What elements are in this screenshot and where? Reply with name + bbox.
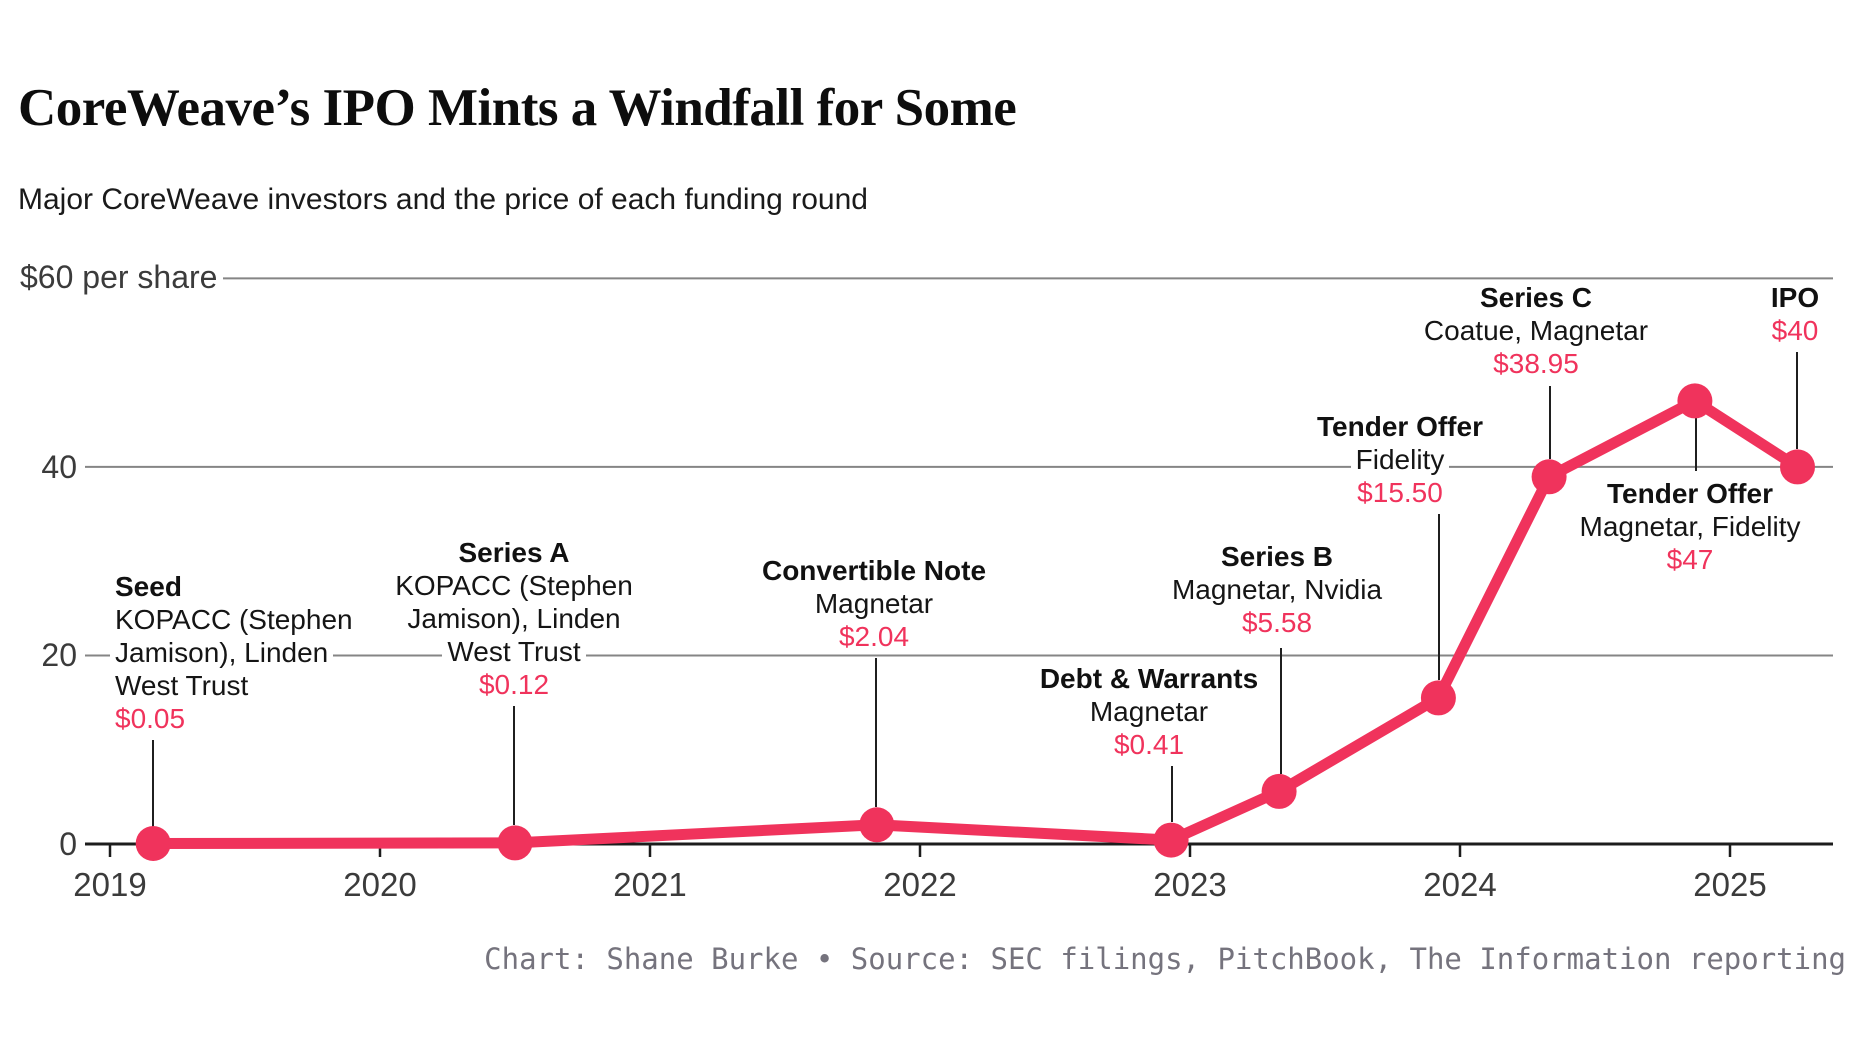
investor-names: Magnetar <box>809 587 939 620</box>
annotation: Tender Offer Fidelity $15.50 <box>1230 410 1570 509</box>
investor-names: Magnetar <box>1084 695 1214 728</box>
x-tick-label: 2023 <box>1153 866 1227 903</box>
data-point <box>1531 459 1567 495</box>
price-label: $0.12 <box>473 668 555 701</box>
round-name: Series C <box>1474 281 1598 314</box>
investor-names: Magnetar, Nvidia <box>1166 573 1388 606</box>
annotation: Series C Coatue, Magnetar $38.95 <box>1366 281 1706 380</box>
data-point <box>1153 822 1189 858</box>
price-label-line: $47 <box>1520 543 1860 576</box>
round-name-line: Tender Offer <box>1230 410 1570 443</box>
round-name: Tender Offer <box>1602 477 1778 510</box>
price-label: $38.95 <box>1488 347 1584 380</box>
investor-names: KOPACC (Stephen <box>110 603 358 636</box>
price-label-line: $0.05 <box>110 702 370 735</box>
investor-names-line: Coatue, Magnetar <box>1366 314 1706 347</box>
data-point <box>135 826 171 861</box>
y-tick-label: 40 <box>17 447 77 486</box>
investor-names: KOPACC (Stephen <box>390 569 638 602</box>
round-name-line: Seed <box>110 570 370 603</box>
round-name: Debt & Warrants <box>1034 662 1264 695</box>
investor-names: Magnetar, Fidelity <box>1574 510 1806 543</box>
price-label-line: $38.95 <box>1366 347 1706 380</box>
round-name: Series A <box>453 536 575 569</box>
price-label: $47 <box>1661 543 1719 576</box>
price-label: $5.58 <box>1236 606 1318 639</box>
price-label-line: $0.12 <box>344 668 684 701</box>
annotation: IPO $40 <box>1625 281 1860 347</box>
price-label: $15.50 <box>1352 476 1448 509</box>
annotation: Convertible Note Magnetar $2.04 <box>704 554 1044 653</box>
investor-names-line: Magnetar, Fidelity <box>1520 510 1860 543</box>
data-point <box>1261 773 1297 809</box>
x-tick-label: 2025 <box>1693 866 1767 903</box>
data-point <box>1420 680 1456 716</box>
round-name: IPO <box>1765 281 1825 314</box>
round-name: Seed <box>110 570 187 603</box>
x-tick-label: 2024 <box>1423 866 1497 903</box>
investor-names-line: West Trust <box>344 635 684 668</box>
annotation: Seed KOPACC (Stephen Jamison), Linden West … <box>110 570 370 735</box>
investor-names: Fidelity <box>1350 443 1450 476</box>
y-tick-label: 20 <box>17 636 77 675</box>
data-point <box>1677 383 1713 419</box>
round-name-line: IPO <box>1625 281 1860 314</box>
x-tick-label: 2021 <box>613 866 687 903</box>
round-name-line: Series A <box>344 536 684 569</box>
investor-names-line: Magnetar <box>704 587 1044 620</box>
price-label: $40 <box>1766 314 1824 347</box>
investor-names: West Trust <box>442 635 586 668</box>
caption: Chart: Shane Burke • Source: SEC filings… <box>484 942 1846 976</box>
investor-names-line: Magnetar, Nvidia <box>1107 573 1447 606</box>
price-label-line: $2.04 <box>704 620 1044 653</box>
annotation: Tender Offer Magnetar, Fidelity $47 <box>1520 477 1860 576</box>
investor-names-line: Jamison), Linden <box>344 602 684 635</box>
x-tick-label: 2020 <box>343 866 417 903</box>
round-name-line: Series B <box>1107 540 1447 573</box>
price-label: $0.05 <box>110 702 191 735</box>
price-label-line: $0.41 <box>979 728 1319 761</box>
investor-names: Coatue, Magnetar <box>1418 314 1654 347</box>
price-label: $2.04 <box>833 620 915 653</box>
price-label-line: $5.58 <box>1107 606 1447 639</box>
round-name-line: Series C <box>1366 281 1706 314</box>
investor-names: West Trust <box>110 669 254 702</box>
chart-subtitle: Major CoreWeave investors and the price … <box>18 183 868 216</box>
investor-names-line: West Trust <box>110 669 370 702</box>
y-tick-label: 0 <box>17 825 77 863</box>
annotation: Series B Magnetar, Nvidia $5.58 <box>1107 540 1447 639</box>
price-label-line: $15.50 <box>1230 476 1570 509</box>
round-name-line: Convertible Note <box>704 554 1044 587</box>
investor-names-line: KOPACC (Stephen <box>110 603 370 636</box>
round-name: Tender Offer <box>1312 410 1488 443</box>
annotation: Series A KOPACC (Stephen Jamison), Linden W… <box>344 536 684 701</box>
data-point <box>1780 449 1815 485</box>
investor-names-line: Fidelity <box>1230 443 1570 476</box>
round-name-line: Tender Offer <box>1520 477 1860 510</box>
data-point <box>497 825 533 861</box>
round-name: Convertible Note <box>756 554 992 587</box>
investor-names-line: KOPACC (Stephen <box>344 569 684 602</box>
chart-title: CoreWeave’s IPO Mints a Windfall for Som… <box>18 79 1017 137</box>
round-name-line: Debt & Warrants <box>979 662 1319 695</box>
data-point <box>859 807 895 843</box>
investor-names-line: Magnetar <box>979 695 1319 728</box>
price-label-line: $40 <box>1625 314 1860 347</box>
price-label: $0.41 <box>1108 728 1190 761</box>
investor-names-line: Jamison), Linden <box>110 636 370 669</box>
x-tick-label: 2022 <box>883 866 957 903</box>
y-axis-unit-label: $60 per share <box>20 259 224 297</box>
round-name: Series B <box>1215 540 1339 573</box>
investor-names: Jamison), Linden <box>110 636 334 669</box>
annotation: Debt & Warrants Magnetar $0.41 <box>979 662 1319 761</box>
x-tick-label: 2019 <box>73 866 147 903</box>
investor-names: Jamison), Linden <box>402 602 626 635</box>
